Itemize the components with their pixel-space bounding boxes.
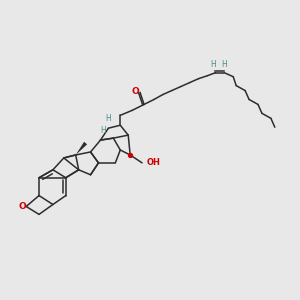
Text: H: H: [100, 126, 106, 135]
Polygon shape: [76, 142, 87, 155]
Text: H: H: [106, 114, 111, 123]
Text: OH: OH: [147, 158, 161, 167]
Text: O: O: [131, 87, 139, 96]
Text: H: H: [221, 60, 227, 69]
Text: O: O: [18, 202, 26, 211]
Text: H: H: [211, 60, 216, 69]
